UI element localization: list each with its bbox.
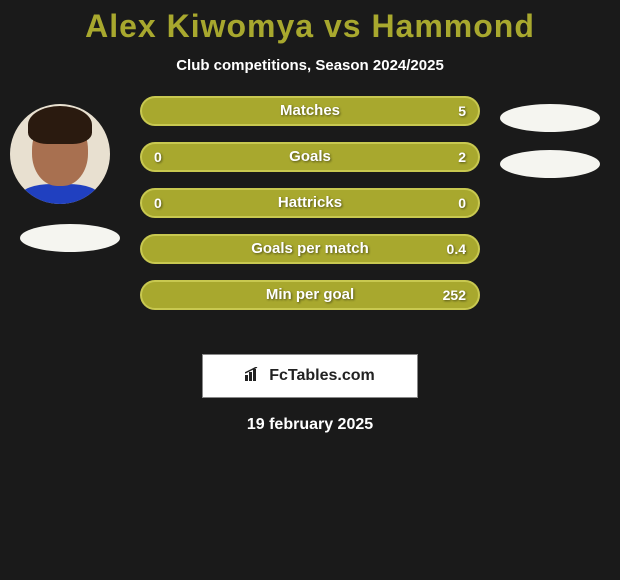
stat-label: Goals per match — [142, 236, 478, 262]
stat-label: Min per goal — [142, 282, 478, 308]
subtitle: Club competitions, Season 2024/2025 — [0, 57, 620, 74]
stat-row: Goals per match 0.4 — [140, 234, 480, 264]
stat-label: Matches — [142, 98, 478, 124]
stat-row: 0 Goals 2 — [140, 142, 480, 172]
stat-row: Min per goal 252 — [140, 280, 480, 310]
page-title: Alex Kiwomya vs Hammond — [0, 0, 620, 45]
stat-right-value: 0.4 — [447, 236, 466, 262]
stat-right-value: 0 — [458, 190, 466, 216]
brand-text: FcTables.com — [269, 367, 375, 385]
player-left-name-pill — [20, 224, 120, 252]
player-right-name-pill-1 — [500, 104, 600, 132]
stat-right-value: 2 — [458, 144, 466, 170]
stat-label: Goals — [142, 144, 478, 170]
player-left-avatar — [10, 104, 110, 204]
stat-row: Matches 5 — [140, 96, 480, 126]
player-right-name-pill-2 — [500, 150, 600, 178]
brand-badge[interactable]: FcTables.com — [202, 354, 418, 398]
stat-label: Hattricks — [142, 190, 478, 216]
stat-row: 0 Hattricks 0 — [140, 188, 480, 218]
stat-right-value: 5 — [458, 98, 466, 124]
chart-icon — [245, 367, 263, 386]
stat-right-value: 252 — [443, 282, 466, 308]
comparison-panel: Matches 5 0 Goals 2 0 Hattricks 0 Goals … — [0, 104, 620, 334]
stat-bars: Matches 5 0 Goals 2 0 Hattricks 0 Goals … — [140, 96, 480, 326]
date-text: 19 february 2025 — [0, 416, 620, 434]
